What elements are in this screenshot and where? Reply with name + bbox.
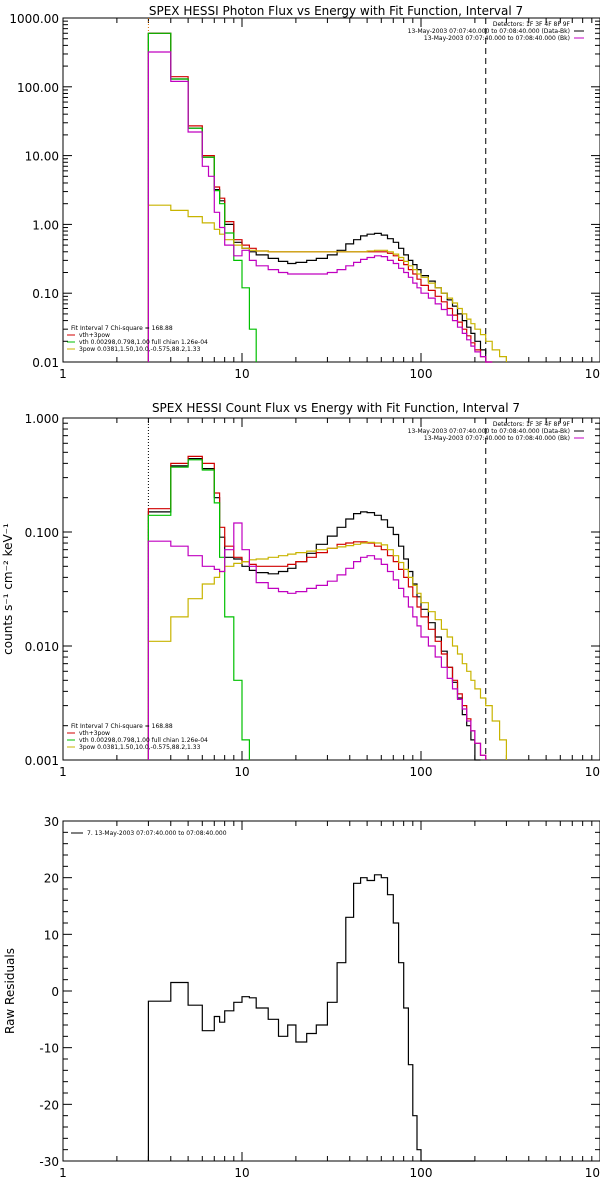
x-tick-label: 1000 (585, 1166, 600, 1180)
y-tick-label: 10.00 (25, 150, 59, 164)
series-line-2 (147, 32, 493, 363)
plot-frame (62, 417, 600, 761)
legend-fit-entry: 3pow 0.0381,1.50,10.0,-0.575,88.2,1.33 (79, 744, 201, 751)
x-tick-label: 10 (234, 367, 249, 381)
series-line-5 (147, 51, 493, 363)
x-tick-label: 100 (410, 1166, 433, 1180)
y-tick-label: 1000.00 (9, 12, 59, 26)
legend-fit-entry: vth+3pow (79, 730, 110, 737)
series-line-3 (147, 32, 257, 362)
x-tick-label: 1 (59, 765, 67, 779)
legend-fit-entry: vth+3pow (79, 332, 110, 339)
chart-title-photon-flux: SPEX HESSI Photon Flux vs Energy with Fi… (149, 4, 523, 18)
legend-topright-entry: Detectors: 1F 3F 4F 8F 9F (493, 421, 571, 428)
x-tick-label: 1000 (585, 765, 600, 779)
x-tick-label: 1 (59, 367, 67, 381)
series-line-3 (147, 459, 250, 760)
y-tick-label: 1.000 (25, 412, 59, 426)
series-line-1 (147, 874, 475, 1162)
y-tick-label: -20 (39, 1098, 59, 1112)
y-tick-label: 10 (44, 928, 59, 942)
y-tick-label: 0.01 (32, 356, 59, 370)
y-tick-label: 0 (51, 985, 59, 999)
x-tick-label: 10 (234, 765, 249, 779)
legend-fit-summary: Fit Interval 7 Chi-square = 168.88 (71, 723, 173, 730)
x-tick-label: 1000 (585, 367, 600, 381)
series-line-4 (147, 204, 507, 362)
y-tick-label: 1.00 (32, 218, 59, 232)
x-tick-label: 100 (410, 367, 433, 381)
y-tick-label: -10 (39, 1042, 59, 1056)
x-tick-label: 10 (234, 1166, 249, 1180)
legend-topright-entry: 13-May-2003 07:07:40.000 to 07:08:40.000… (424, 435, 570, 442)
legend-topright-entry: Detectors: 1F 3F 4F 8F 9F (493, 21, 571, 28)
legend-residual-entry: 7. 13-May-2003 07:07:40.000 to 07:08:40.… (87, 830, 227, 837)
x-tick-label: 100 (410, 765, 433, 779)
x-tick-label: 1 (59, 1166, 67, 1180)
y-tick-label: 20 (44, 872, 59, 886)
y-tick-label: 0.100 (25, 526, 59, 540)
y-tick-label: 100.00 (17, 81, 59, 95)
legend-topright-entry: 13-May-2003 07:07:40.000 to 07:08:40.000… (424, 35, 570, 42)
legend-topright-entry: 13-May-2003 07:07:40.000 to 07:08:40.000… (408, 428, 570, 435)
y-tick-label: 30 (44, 815, 59, 829)
y-axis-label-residuals: Raw Residuals (3, 948, 17, 1034)
legend-fit-entry: vth 0.00298,0.798,1.00 full chian 1.26e-… (79, 339, 208, 346)
y-axis-label-count-flux: counts s⁻¹ cm⁻² keV⁻¹ (1, 523, 15, 655)
chart-title-count-flux: SPEX HESSI Count Flux vs Energy with Fit… (152, 401, 520, 415)
legend-topright-entry: 13-May-2003 07:07:40.000 to 07:08:40.000… (408, 28, 570, 35)
y-tick-label: 0.10 (32, 287, 59, 301)
y-tick-label: -30 (39, 1155, 59, 1169)
y-tick-label: 0.001 (25, 754, 59, 768)
legend-fit-entry: 3pow 0.0381,1.50,10.0,-0.575,88.2,1.33 (79, 346, 201, 353)
series-line-5 (147, 522, 487, 760)
y-tick-label: 0.010 (25, 640, 59, 654)
legend-fit-entry: vth 0.00298,0.798,1.00 full chian 1.26e-… (79, 737, 208, 744)
legend-fit-summary: Fit Interval 7 Chi-square = 168.88 (71, 325, 173, 332)
plot-frame (62, 17, 600, 363)
